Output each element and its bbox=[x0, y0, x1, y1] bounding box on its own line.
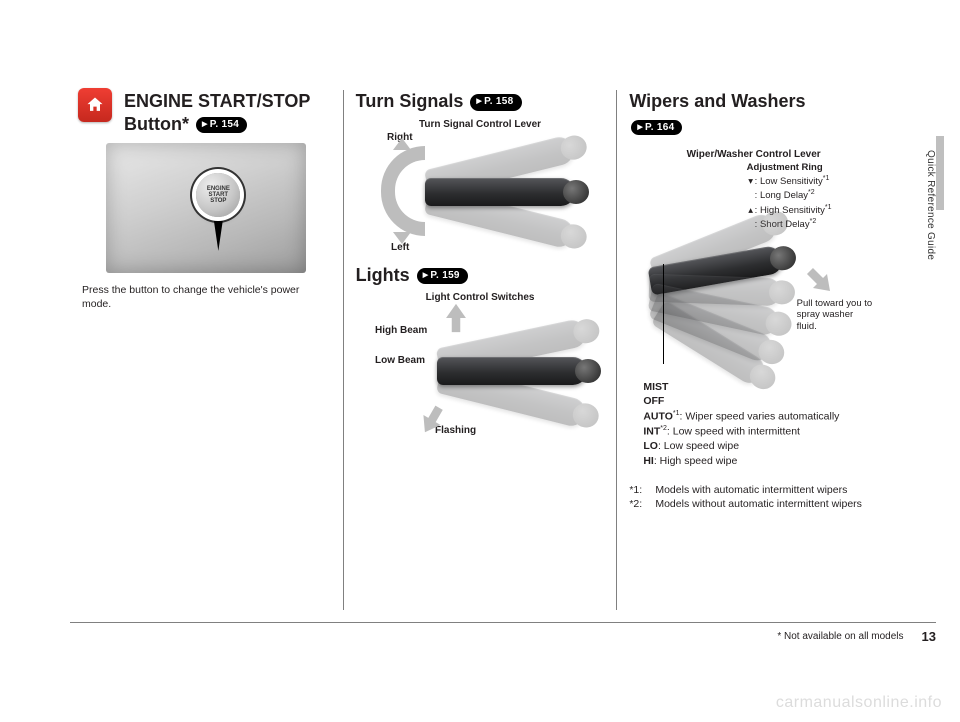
dashboard-image: ENGINE START STOP bbox=[106, 143, 306, 273]
turn-signals-title-text: Turn Signals bbox=[356, 91, 464, 111]
up-chevron-icon: ▴ bbox=[747, 205, 755, 217]
side-tab-band bbox=[936, 136, 944, 210]
ring-long-delay: : Long Delay*2 bbox=[747, 188, 877, 203]
light-arrow-down-icon bbox=[409, 397, 455, 443]
turn-signal-lever-label: Turn Signal Control Lever bbox=[356, 119, 605, 130]
wiper-lever-label: Wiper/Washer Control Lever bbox=[629, 149, 878, 160]
page-footer: * Not available on all models 13 bbox=[70, 622, 936, 644]
lights-title: Lights P. 159 bbox=[356, 264, 605, 287]
wipers-page-ref[interactable]: P. 164 bbox=[631, 120, 682, 135]
lights-page-ref[interactable]: P. 159 bbox=[417, 268, 468, 285]
light-switches-label: Light Control Switches bbox=[356, 292, 605, 303]
label-low-beam: Low Beam bbox=[375, 355, 425, 366]
lights-figure: High Beam Low Beam Flashing bbox=[375, 307, 585, 457]
light-stalk-main bbox=[437, 357, 587, 385]
engine-title: ENGINE START/STOP Button* P. 154 bbox=[82, 90, 331, 135]
mode-off: OFF bbox=[643, 394, 853, 409]
engine-caption: Press the button to change the vehicle's… bbox=[82, 283, 331, 311]
turn-signal-figure: Right Left bbox=[375, 134, 585, 254]
side-tab-label: Quick Reference Guide bbox=[925, 150, 936, 260]
mode-lo: LO: Low speed wipe bbox=[643, 439, 853, 454]
down-chevron-icon: ▾ bbox=[747, 176, 755, 188]
mode-hi: HI: High speed wipe bbox=[643, 454, 853, 469]
engine-figure: ENGINE START STOP bbox=[82, 143, 331, 273]
btn-l3: STOP bbox=[210, 198, 226, 204]
col-wipers: Wipers and Washers P. 164 Wiper/Washer C… bbox=[616, 90, 890, 610]
engine-title-line1: ENGINE START/STOP bbox=[124, 91, 310, 111]
pull-caption: Pull toward you to spray washer fluid. bbox=[797, 298, 875, 334]
engine-page-ref[interactable]: P. 154 bbox=[196, 117, 247, 134]
wipers-title: Wipers and Washers bbox=[629, 90, 878, 113]
footnote-2: *2:Models without automatic intermittent… bbox=[629, 497, 878, 512]
label-left: Left bbox=[391, 242, 409, 253]
wiper-modes: MIST OFF AUTO*1: Wiper speed varies auto… bbox=[643, 380, 853, 469]
turn-signals-title: Turn Signals P. 158 bbox=[356, 90, 605, 113]
col-engine-start-stop: ENGINE START/STOP Button* P. 154 ENGINE … bbox=[70, 90, 343, 610]
engine-title-line2: Button* bbox=[124, 114, 189, 134]
engine-start-stop-button: ENGINE START STOP bbox=[196, 173, 240, 217]
adjustment-ring-title: Adjustment Ring bbox=[747, 162, 877, 174]
light-arrow-up-icon bbox=[439, 301, 473, 335]
wiper-figure: Adjustment Ring ▾: Low Sensitivity*1 : L… bbox=[639, 164, 869, 374]
lights-title-text: Lights bbox=[356, 265, 410, 285]
mode-leader-line bbox=[663, 264, 664, 364]
mode-int: INT*2: Low speed with intermittent bbox=[643, 424, 853, 439]
watermark: carmanualsonline.info bbox=[776, 694, 942, 712]
col-signals-lights: Turn Signals P. 158 Turn Signal Control … bbox=[343, 90, 617, 610]
turn-arrow-up-icon bbox=[393, 138, 411, 150]
page-number: 13 bbox=[922, 629, 936, 644]
turn-signals-page-ref[interactable]: P. 158 bbox=[470, 94, 521, 111]
turn-arc-icon bbox=[381, 146, 425, 236]
turn-stalk-main bbox=[425, 178, 575, 206]
footnote-1: *1:Models with automatic intermittent wi… bbox=[629, 483, 878, 498]
wiper-footnotes: *1:Models with automatic intermittent wi… bbox=[629, 483, 878, 512]
callout-pointer bbox=[196, 221, 240, 251]
footer-note: * Not available on all models bbox=[777, 631, 903, 642]
ring-low-sens: ▾: Low Sensitivity*1 bbox=[747, 174, 877, 189]
mode-auto: AUTO*1: Wiper speed varies automatically bbox=[643, 409, 853, 424]
label-high-beam: High Beam bbox=[375, 325, 427, 336]
